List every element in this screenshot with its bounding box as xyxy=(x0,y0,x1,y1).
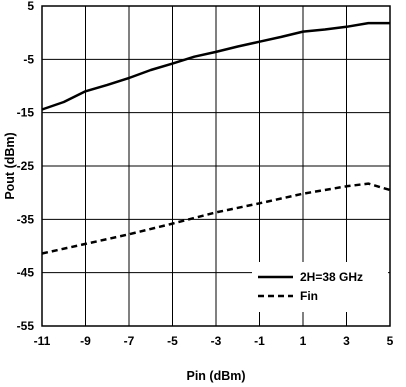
x-tick-label: 1 xyxy=(300,334,307,348)
x-tick-label: -9 xyxy=(80,334,91,348)
y-tick-label: -25 xyxy=(17,159,35,173)
series-group xyxy=(41,21,391,255)
grid xyxy=(41,5,391,327)
x-tick-label: 3 xyxy=(343,334,350,348)
x-tick-labels: -11 -9 -7 -5 -3 -1 1 3 5 xyxy=(34,334,394,348)
y-axis-title: Pout (dBm) xyxy=(3,132,17,199)
legend-box xyxy=(252,262,388,312)
plot-frame xyxy=(41,5,391,327)
series-line-fin xyxy=(41,182,391,255)
y-tick-label: -35 xyxy=(17,212,35,226)
x-tick-label: -11 xyxy=(34,334,51,348)
legend: 2H=38 GHz Fin xyxy=(252,262,388,312)
x-tick-label: 5 xyxy=(387,334,394,348)
y-tick-label: -55 xyxy=(17,319,35,333)
y-tick-label: -5 xyxy=(23,52,34,66)
x-tick-label: -3 xyxy=(211,334,222,348)
x-tick-label: -5 xyxy=(167,334,178,348)
y-tick-label: 5 xyxy=(27,0,34,13)
y-tick-labels: 5 -5 -15 -25 -35 -45 -55 xyxy=(17,0,35,333)
x-tick-label: -1 xyxy=(254,334,265,348)
x-axis-title: Pin (dBm) xyxy=(186,369,245,383)
legend-label-fin: Fin xyxy=(300,289,318,303)
x-tick-label: -7 xyxy=(124,334,135,348)
series-line-2h xyxy=(41,21,390,111)
legend-label-2h: 2H=38 GHz xyxy=(300,270,363,284)
y-tick-label: -15 xyxy=(17,106,35,120)
y-tick-label: -45 xyxy=(17,266,35,280)
